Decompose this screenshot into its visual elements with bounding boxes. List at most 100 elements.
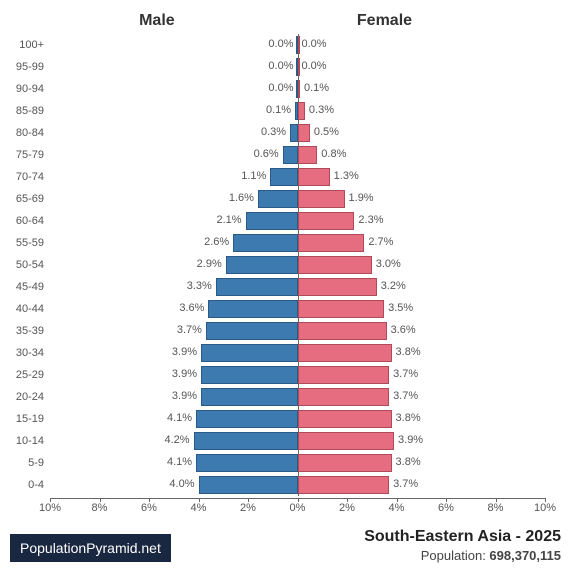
male-bar[interactable] xyxy=(216,278,298,296)
female-bar[interactable] xyxy=(298,388,390,406)
age-label: 35-39 xyxy=(2,325,44,337)
male-percent: 3.6% xyxy=(179,302,204,314)
x-tick-label: 0% xyxy=(290,502,306,514)
female-percent: 3.8% xyxy=(396,346,421,358)
female-bar[interactable] xyxy=(298,58,300,76)
female-percent: 2.7% xyxy=(368,236,393,248)
male-bar[interactable] xyxy=(270,168,297,186)
male-bar[interactable] xyxy=(258,190,298,208)
female-bar[interactable] xyxy=(298,146,318,164)
x-tick-label: 4% xyxy=(191,502,207,514)
age-row: 95-990.0%0.0% xyxy=(50,56,545,78)
chart-meta: South-Eastern Asia - 2025 Population: 69… xyxy=(364,528,561,563)
population-label: Population: xyxy=(421,548,490,563)
age-row: 10-144.2%3.9% xyxy=(50,430,545,452)
female-percent: 1.3% xyxy=(334,170,359,182)
female-bar[interactable] xyxy=(298,80,300,98)
x-tick-label: 8% xyxy=(488,502,504,514)
x-tick-label: 10% xyxy=(534,502,556,514)
male-percent: 3.7% xyxy=(177,324,202,336)
male-bar[interactable] xyxy=(246,212,298,230)
male-bar[interactable] xyxy=(196,454,297,472)
male-percent: 2.9% xyxy=(197,258,222,270)
female-bar[interactable] xyxy=(298,168,330,186)
male-bar[interactable] xyxy=(226,256,298,274)
male-percent: 4.0% xyxy=(169,478,194,490)
male-percent: 1.6% xyxy=(229,192,254,204)
female-header: Female xyxy=(357,12,412,30)
female-percent: 3.7% xyxy=(393,478,418,490)
female-percent: 0.0% xyxy=(302,60,327,72)
male-percent: 0.1% xyxy=(266,104,291,116)
x-tick-label: 4% xyxy=(389,502,405,514)
female-percent: 3.8% xyxy=(396,412,421,424)
female-percent: 1.9% xyxy=(349,192,374,204)
female-bar[interactable] xyxy=(298,102,305,120)
age-label: 20-24 xyxy=(2,391,44,403)
age-row: 75-790.6%0.8% xyxy=(50,144,545,166)
male-bar[interactable] xyxy=(199,476,298,494)
male-percent: 3.9% xyxy=(172,346,197,358)
age-label: 45-49 xyxy=(2,281,44,293)
x-tick-label: 6% xyxy=(141,502,157,514)
female-bar[interactable] xyxy=(298,366,390,384)
male-bar[interactable] xyxy=(201,344,298,362)
male-bar[interactable] xyxy=(206,322,298,340)
age-row: 15-194.1%3.8% xyxy=(50,408,545,430)
female-bar[interactable] xyxy=(298,256,372,274)
age-row: 100+0.0%0.0% xyxy=(50,34,545,56)
x-tick-label: 6% xyxy=(438,502,454,514)
male-bar[interactable] xyxy=(201,366,298,384)
x-axis: 10%8%6%4%2%0%2%4%6%8%10% xyxy=(50,498,545,523)
male-percent: 0.3% xyxy=(261,126,286,138)
female-percent: 0.8% xyxy=(321,148,346,160)
female-bar[interactable] xyxy=(298,124,310,142)
female-bar[interactable] xyxy=(298,234,365,252)
age-row: 45-493.3%3.2% xyxy=(50,276,545,298)
age-row: 30-343.9%3.8% xyxy=(50,342,545,364)
age-label: 75-79 xyxy=(2,149,44,161)
female-percent: 0.1% xyxy=(304,82,329,94)
female-percent: 3.7% xyxy=(393,368,418,380)
age-row: 20-243.9%3.7% xyxy=(50,386,545,408)
age-row: 80-840.3%0.5% xyxy=(50,122,545,144)
male-bar[interactable] xyxy=(196,410,297,428)
male-percent: 2.6% xyxy=(204,236,229,248)
female-bar[interactable] xyxy=(298,322,387,340)
age-label: 90-94 xyxy=(2,83,44,95)
male-percent: 2.1% xyxy=(216,214,241,226)
male-bar[interactable] xyxy=(201,388,298,406)
female-bar[interactable] xyxy=(298,344,392,362)
male-bar[interactable] xyxy=(208,300,297,318)
female-bar[interactable] xyxy=(298,454,392,472)
female-percent: 3.9% xyxy=(398,434,423,446)
x-tick-label: 10% xyxy=(39,502,61,514)
age-label: 95-99 xyxy=(2,61,44,73)
male-bar[interactable] xyxy=(283,146,298,164)
brand-badge[interactable]: PopulationPyramid.net xyxy=(10,534,171,562)
female-bar[interactable] xyxy=(298,190,345,208)
female-bar[interactable] xyxy=(298,278,377,296)
age-row: 65-691.6%1.9% xyxy=(50,188,545,210)
age-row: 40-443.6%3.5% xyxy=(50,298,545,320)
female-bar[interactable] xyxy=(298,36,300,54)
female-percent: 0.0% xyxy=(302,38,327,50)
female-bar[interactable] xyxy=(298,300,385,318)
male-bar[interactable] xyxy=(233,234,297,252)
female-percent: 2.3% xyxy=(358,214,383,226)
male-bar[interactable] xyxy=(290,124,297,142)
chart-headers: Male Female xyxy=(50,10,545,34)
female-bar[interactable] xyxy=(298,410,392,428)
female-bar[interactable] xyxy=(298,476,390,494)
age-label: 30-34 xyxy=(2,347,44,359)
female-bar[interactable] xyxy=(298,212,355,230)
female-bar[interactable] xyxy=(298,432,395,450)
age-label: 0-4 xyxy=(2,479,44,491)
male-percent: 0.6% xyxy=(254,148,279,160)
male-bar[interactable] xyxy=(194,432,298,450)
chart-footer: PopulationPyramid.net South-Eastern Asia… xyxy=(10,528,561,574)
age-row: 85-890.1%0.3% xyxy=(50,100,545,122)
female-percent: 3.5% xyxy=(388,302,413,314)
x-tick-label: 2% xyxy=(339,502,355,514)
age-label: 60-64 xyxy=(2,215,44,227)
